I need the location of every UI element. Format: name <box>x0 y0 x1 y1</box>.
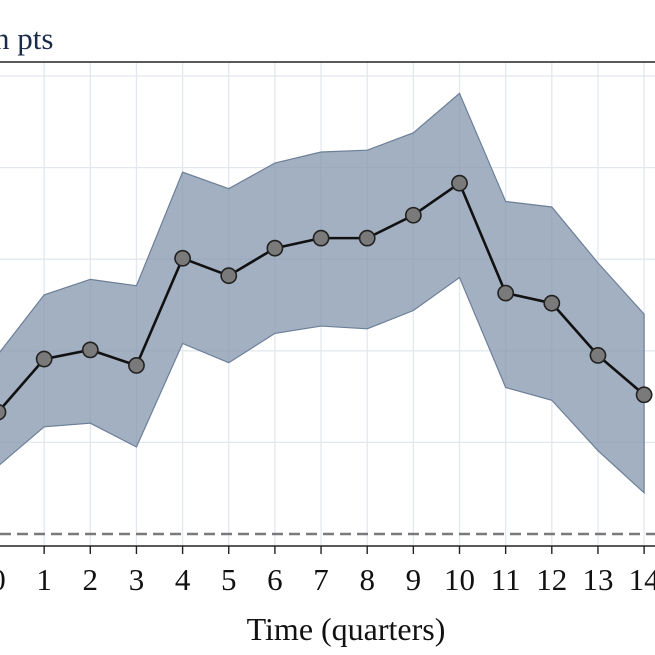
x-ticks: 01234567891011121314 <box>0 546 655 597</box>
x-tick-label-12: 12 <box>536 562 567 597</box>
x-tick-label-3: 3 <box>129 562 145 597</box>
data-point-14 <box>635 386 653 404</box>
data-point-0 <box>0 404 7 421</box>
data-point-4 <box>174 249 191 267</box>
data-point-5 <box>220 267 238 285</box>
data-point-11 <box>497 284 515 302</box>
y-unit-label: n pts <box>0 21 53 56</box>
data-point-2 <box>81 341 99 359</box>
x-tick-label-4: 4 <box>175 562 191 597</box>
x-tick-label-10: 10 <box>444 562 475 597</box>
x-tick-label-13: 13 <box>582 562 613 597</box>
x-tick-label-6: 6 <box>267 562 283 597</box>
x-tick-label-11: 11 <box>491 562 521 597</box>
data-point-3 <box>128 357 145 374</box>
data-point-8 <box>358 229 376 247</box>
x-tick-label-9: 9 <box>406 562 422 597</box>
x-tick-label-1: 1 <box>36 562 52 597</box>
x-tick-label-8: 8 <box>359 562 375 597</box>
x-tick-label-0: 0 <box>0 562 6 597</box>
x-tick-label-14: 14 <box>629 562 655 597</box>
x-tick-label-5: 5 <box>221 562 237 597</box>
x-axis-title: Time (quarters) <box>247 611 446 647</box>
confidence-band-layer <box>0 92 645 495</box>
series-marker-layer <box>0 174 653 421</box>
x-tick-label-7: 7 <box>313 562 329 597</box>
data-point-1 <box>35 350 53 368</box>
confidence-band <box>0 92 645 495</box>
data-point-7 <box>312 229 330 247</box>
x-tick-label-2: 2 <box>83 562 99 597</box>
data-point-10 <box>451 174 468 192</box>
data-point-9 <box>404 206 422 224</box>
data-point-12 <box>543 294 561 312</box>
data-point-13 <box>589 346 607 364</box>
data-point-6 <box>266 239 284 257</box>
